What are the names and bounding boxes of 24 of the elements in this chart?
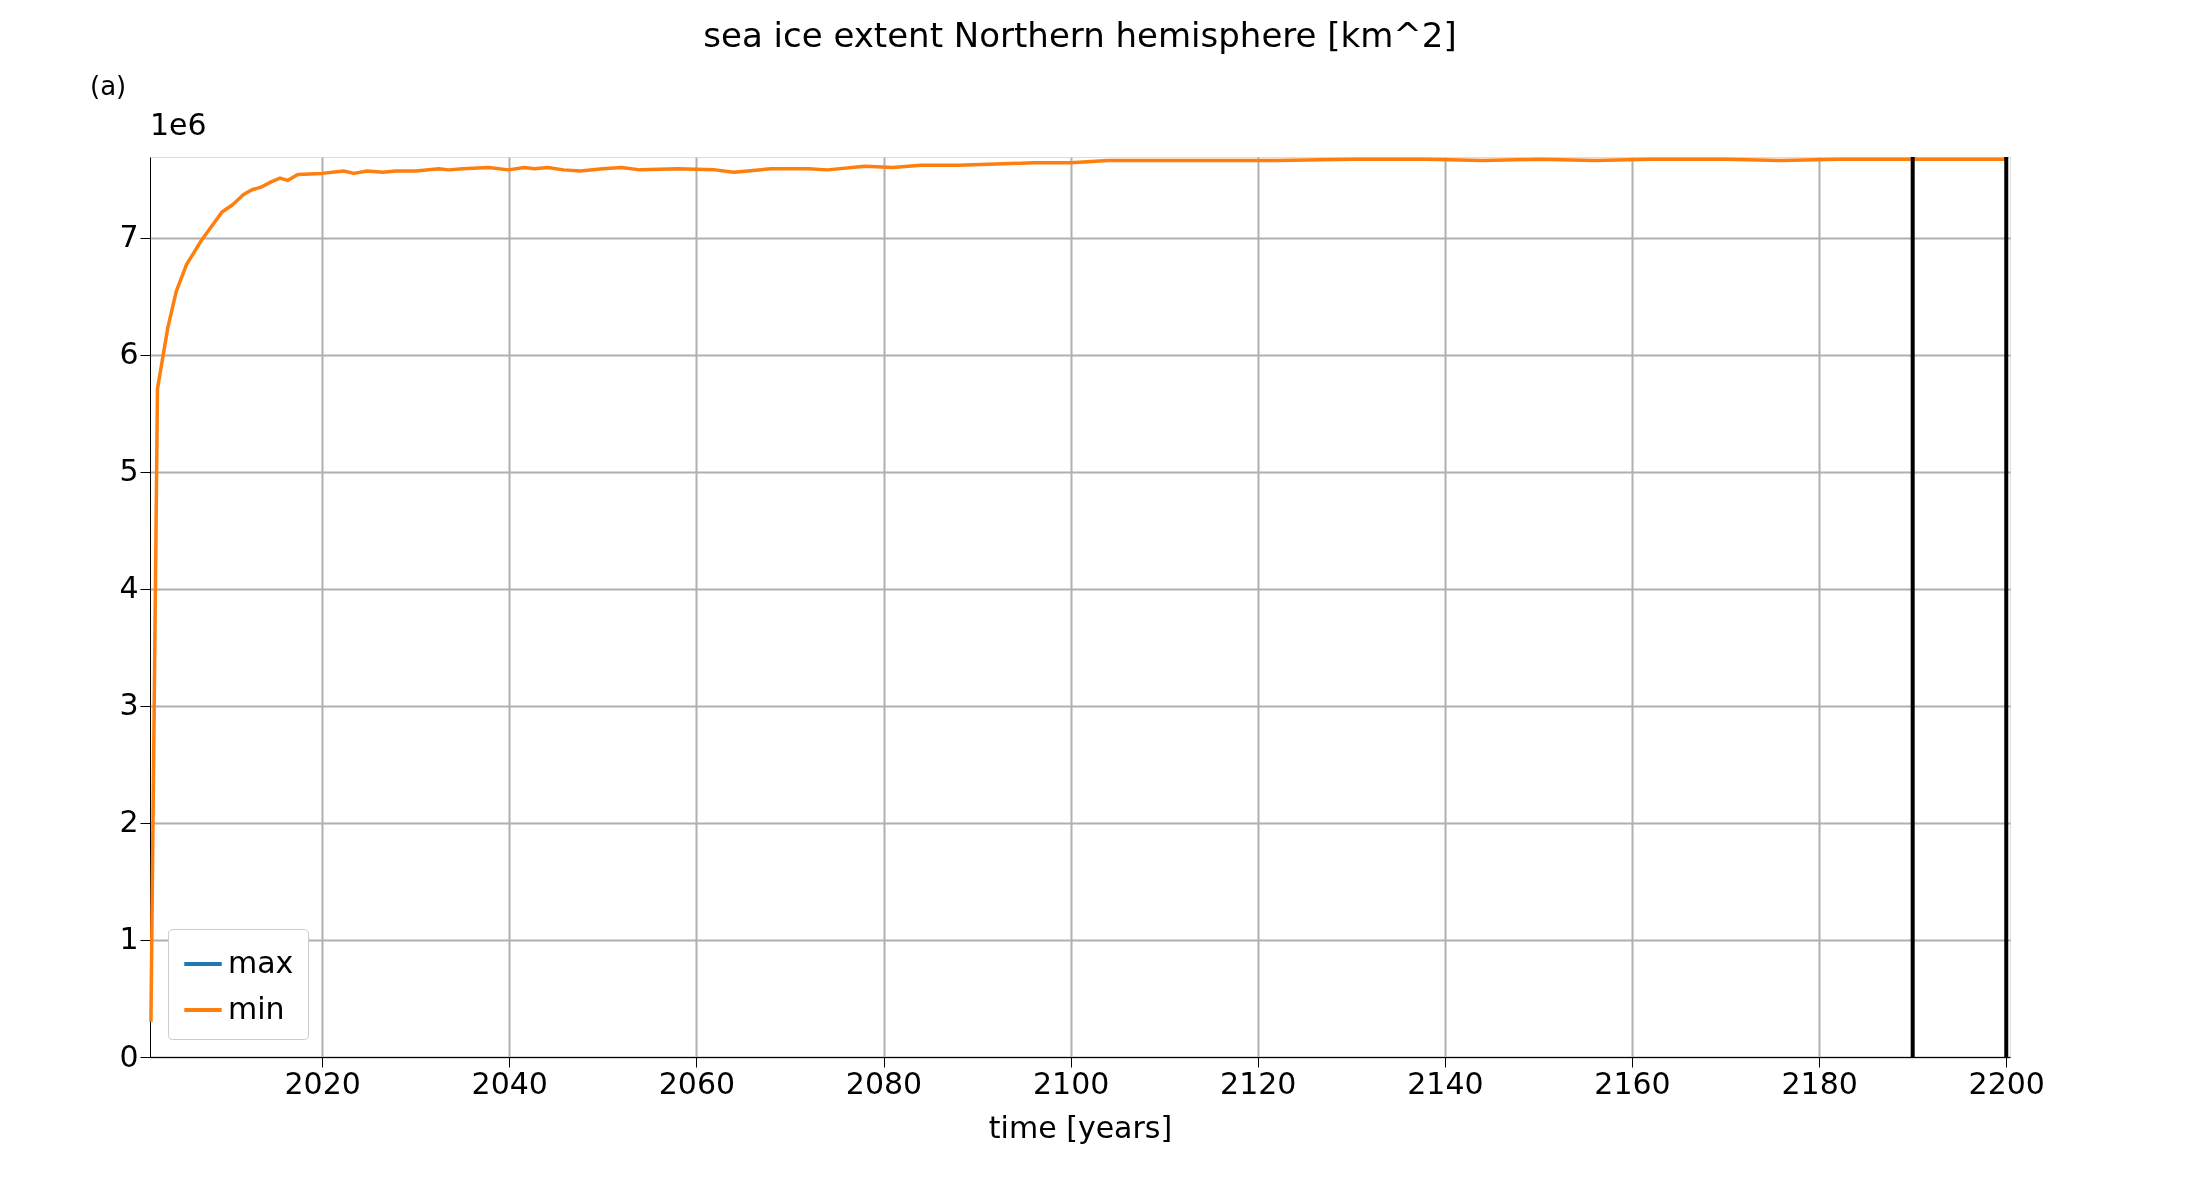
- x-tick-label: 2100: [1032, 1065, 1110, 1101]
- legend-label: max: [228, 945, 294, 980]
- text: 1e6: [150, 107, 207, 142]
- y-tick-label: 4: [119, 570, 139, 606]
- x-tick-label: 2200: [1968, 1065, 2045, 1101]
- y-tick-label: 7: [119, 219, 139, 255]
- legend-label: min: [228, 991, 285, 1026]
- text: (a): [90, 71, 127, 101]
- y-tick-label: 5: [119, 453, 139, 489]
- x-tick-label: 2080: [845, 1065, 923, 1101]
- x-tick-label: 2180: [1781, 1065, 1858, 1101]
- x-tick-label: 2160: [1594, 1065, 1671, 1101]
- x-tick-label: 2040: [471, 1065, 548, 1101]
- chart-title: sea ice extent Northern hemisphere [km^2]: [703, 15, 1457, 55]
- y-tick-label: 1: [119, 921, 139, 957]
- x-tick-label: 2020: [284, 1065, 361, 1101]
- y-tick-label: 6: [119, 336, 139, 372]
- y-tick-label: 2: [119, 804, 139, 840]
- x-tick-label: 2140: [1407, 1065, 1484, 1101]
- y-tick-label: 3: [119, 687, 139, 723]
- x-tick-label: 2120: [1220, 1065, 1297, 1101]
- y-tick-label: 0: [119, 1038, 139, 1074]
- x-tick-label: 2060: [658, 1065, 736, 1101]
- x-axis-title: time [years]: [988, 1109, 1173, 1145]
